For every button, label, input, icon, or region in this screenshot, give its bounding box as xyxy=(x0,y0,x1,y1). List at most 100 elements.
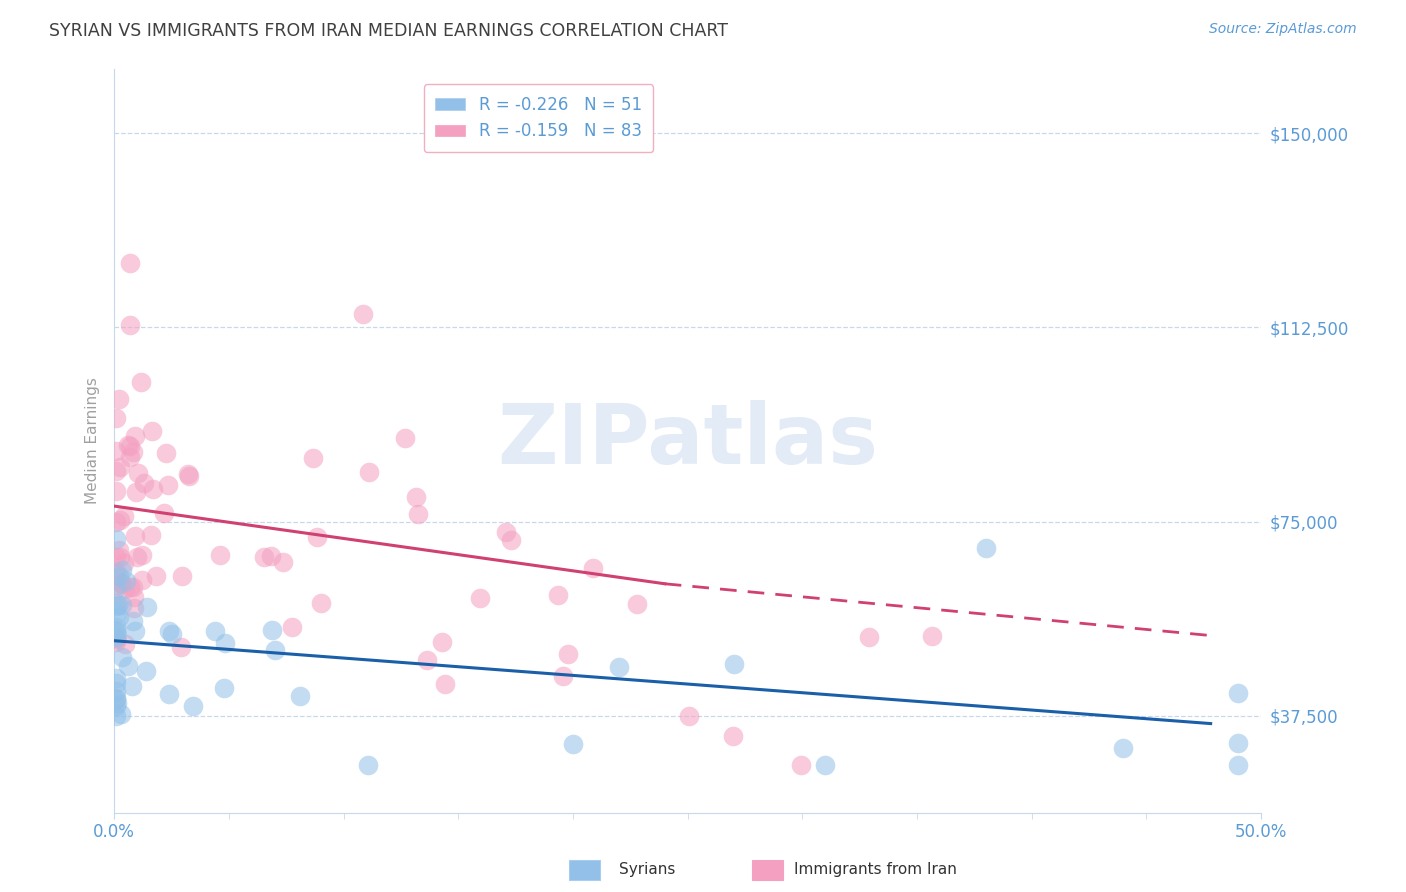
Point xyxy=(176,467,198,482)
Point xyxy=(214,636,236,650)
Point xyxy=(394,431,416,445)
Point xyxy=(105,550,128,565)
Point xyxy=(790,758,813,772)
Point xyxy=(121,679,143,693)
Point xyxy=(129,375,152,389)
Point xyxy=(105,676,128,690)
Point xyxy=(1112,741,1135,756)
Point xyxy=(155,446,177,460)
Point xyxy=(105,696,128,710)
Point xyxy=(921,629,943,643)
Point xyxy=(547,588,569,602)
Point xyxy=(170,640,193,655)
Point xyxy=(117,658,139,673)
Point xyxy=(124,624,146,639)
Point xyxy=(105,515,128,529)
Point xyxy=(110,649,132,664)
Point xyxy=(406,507,429,521)
Point xyxy=(105,709,128,723)
Point xyxy=(416,652,439,666)
Point xyxy=(160,627,183,641)
Point xyxy=(135,664,157,678)
Point xyxy=(105,631,128,645)
Point xyxy=(468,591,491,605)
Point xyxy=(499,533,522,547)
Point xyxy=(124,591,146,605)
Point xyxy=(105,634,128,648)
Point xyxy=(131,548,153,562)
Point xyxy=(105,581,128,595)
Point xyxy=(118,450,141,465)
Point xyxy=(1227,736,1250,750)
Point xyxy=(156,478,179,492)
Point xyxy=(124,529,146,543)
Point xyxy=(124,485,146,500)
Point xyxy=(305,530,328,544)
Point xyxy=(723,657,745,672)
Point xyxy=(108,569,131,583)
Point xyxy=(141,528,163,542)
Point xyxy=(115,574,138,589)
Point xyxy=(405,490,427,504)
Point xyxy=(132,476,155,491)
Point xyxy=(177,468,200,483)
Point xyxy=(433,677,456,691)
Point xyxy=(1227,686,1250,700)
Point xyxy=(271,556,294,570)
Point xyxy=(105,532,128,546)
Point xyxy=(105,599,128,613)
Point xyxy=(181,699,204,714)
Point xyxy=(145,569,167,583)
Point xyxy=(302,451,325,466)
Point xyxy=(122,614,145,628)
Point xyxy=(357,465,380,479)
Point xyxy=(110,576,132,591)
Point xyxy=(107,598,129,612)
Point xyxy=(357,758,380,772)
Point xyxy=(814,758,837,772)
Point xyxy=(117,438,139,452)
Point xyxy=(281,620,304,634)
Point xyxy=(110,575,132,590)
Point xyxy=(107,610,129,624)
Point xyxy=(111,562,134,576)
Text: Source: ZipAtlas.com: Source: ZipAtlas.com xyxy=(1209,22,1357,37)
Point xyxy=(108,549,131,564)
Point xyxy=(105,443,128,458)
Point xyxy=(125,550,148,565)
Point xyxy=(105,699,128,714)
Point xyxy=(105,691,128,706)
Point xyxy=(432,635,454,649)
Point xyxy=(212,681,235,695)
Point xyxy=(721,730,744,744)
Point xyxy=(172,569,194,583)
Point xyxy=(107,392,129,406)
Point xyxy=(111,598,134,612)
Y-axis label: Median Earnings: Median Earnings xyxy=(86,377,100,504)
Text: Immigrants from Iran: Immigrants from Iran xyxy=(794,863,957,877)
Point xyxy=(157,624,180,639)
Point xyxy=(110,706,132,721)
Point xyxy=(110,460,132,475)
Point xyxy=(105,624,128,638)
Point xyxy=(551,668,574,682)
Text: ZIPatlas: ZIPatlas xyxy=(498,401,879,481)
Point xyxy=(105,683,128,698)
Point xyxy=(131,573,153,587)
Point xyxy=(114,637,136,651)
Point xyxy=(118,439,141,453)
Point xyxy=(120,256,142,270)
Point xyxy=(122,444,145,458)
Point xyxy=(142,482,165,496)
Point xyxy=(127,467,149,481)
Point xyxy=(262,623,284,637)
Point xyxy=(264,643,287,657)
Point xyxy=(105,632,128,647)
Point xyxy=(105,607,128,621)
Point xyxy=(108,543,131,558)
Point xyxy=(105,691,128,706)
Point xyxy=(259,549,281,563)
Point xyxy=(209,548,232,562)
Point xyxy=(626,597,648,611)
Point xyxy=(253,549,276,564)
